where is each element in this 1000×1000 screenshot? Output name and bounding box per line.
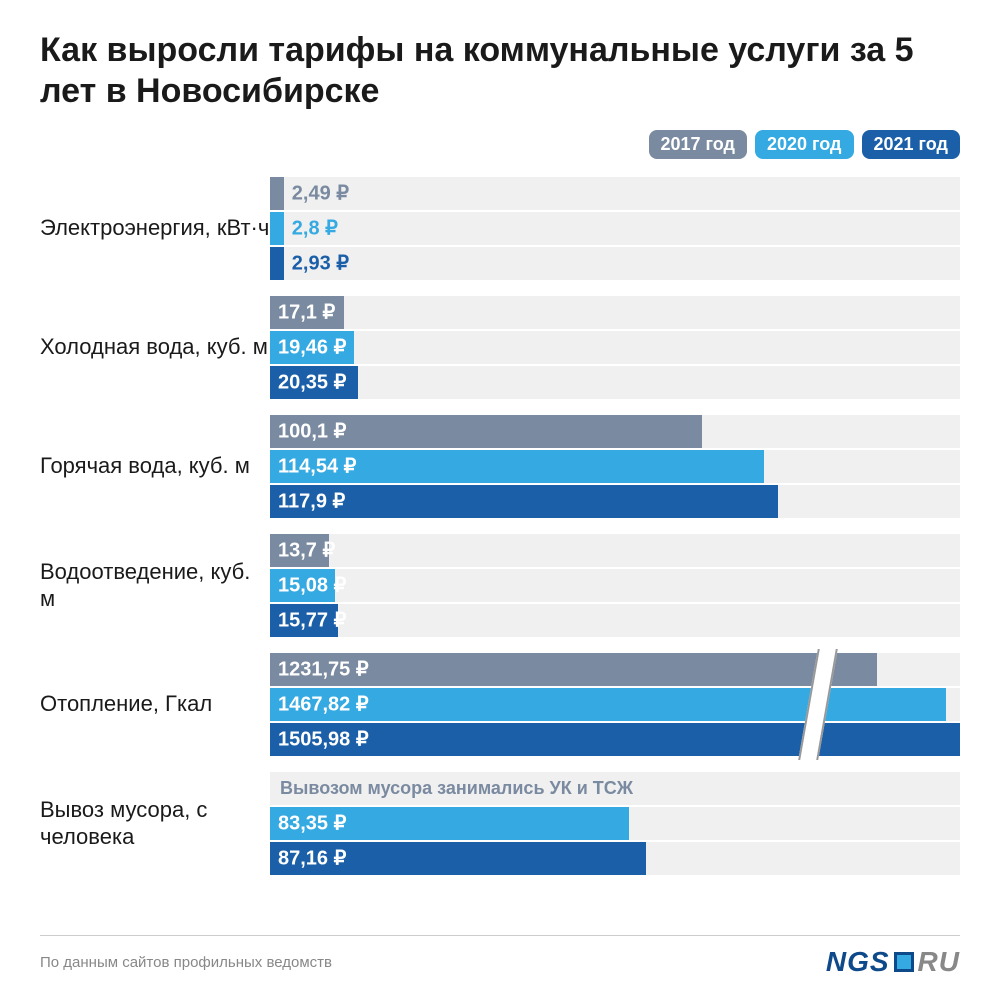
bar: 2,49 ₽: [270, 177, 284, 210]
category-label: Вывоз мусора, с человека: [40, 772, 270, 875]
chart-group: Электроэнергия, кВт·ч2,49 ₽2,8 ₽2,93 ₽: [40, 177, 960, 280]
bar-value: 114,54 ₽: [278, 454, 356, 479]
bar-row: 2,8 ₽: [270, 212, 960, 245]
bar-value: 83,35 ₽: [278, 811, 346, 836]
footer: По данным сайтов профильных ведомств NGS…: [40, 935, 960, 978]
bar-row: 17,1 ₽: [270, 296, 960, 329]
bar-row: 117,9 ₽: [270, 485, 960, 518]
bars-container: 13,7 ₽15,08 ₽15,77 ₽: [270, 534, 960, 637]
logo: NGS RU: [826, 946, 960, 978]
bar-value: 117,9 ₽: [278, 489, 345, 514]
bar-value: 1231,75 ₽: [278, 657, 369, 682]
bar-row: 1467,82 ₽: [270, 688, 960, 721]
bar-value: 15,08 ₽: [278, 573, 346, 598]
bar-value: 13,7 ₽: [278, 538, 335, 563]
bar-row: 2,49 ₽: [270, 177, 960, 210]
bar-note: Вывозом мусора занимались УК и ТСЖ: [270, 778, 633, 799]
bar-row: 100,1 ₽: [270, 415, 960, 448]
bars-container: 2,49 ₽ 2,8 ₽ 2,93 ₽: [270, 177, 960, 280]
chart-title: Как выросли тарифы на коммунальные услуг…: [40, 30, 960, 112]
chart-group: Горячая вода, куб. м 100,1 ₽ 114,54 ₽ 117,9…: [40, 415, 960, 518]
legend-item: 2017 год: [649, 130, 748, 159]
bar: 2,8 ₽: [270, 212, 284, 245]
bar: 87,16 ₽: [270, 842, 646, 875]
bar: 17,1 ₽: [270, 296, 344, 329]
bar-row: 1505,98 ₽: [270, 723, 960, 756]
bar-value: 19,46 ₽: [278, 335, 346, 360]
source-text: По данным сайтов профильных ведомств: [40, 954, 332, 971]
bar-row: 83,35 ₽: [270, 807, 960, 840]
bar-value: 17,1 ₽: [278, 300, 335, 325]
chart-area: Электроэнергия, кВт·ч2,49 ₽2,8 ₽2,93 ₽Хо…: [40, 177, 960, 875]
bar-row: 13,7 ₽: [270, 534, 960, 567]
bar-row: 114,54 ₽: [270, 450, 960, 483]
bar-row: 87,16 ₽: [270, 842, 960, 875]
legend-item: 2021 год: [862, 130, 961, 159]
category-label: Отопление, Гкал: [40, 653, 270, 756]
logo-square-icon: [894, 952, 914, 972]
logo-part1: NGS: [826, 946, 890, 978]
bar-value: 1505,98 ₽: [278, 727, 369, 752]
bar-row: 2,93 ₽: [270, 247, 960, 280]
bar-row: 15,08 ₽: [270, 569, 960, 602]
bar-row: 20,35 ₽: [270, 366, 960, 399]
bars-container: 100,1 ₽ 114,54 ₽ 117,9 ₽: [270, 415, 960, 518]
bar-row: Вывозом мусора занимались УК и ТСЖ: [270, 772, 960, 805]
legend-item: 2020 год: [755, 130, 854, 159]
bar-value: 1467,82 ₽: [278, 692, 369, 717]
bars-container: 1231,75 ₽ 1467,82 ₽ 1505,98 ₽: [270, 653, 960, 756]
bar-value: 15,77 ₽: [278, 608, 346, 633]
bar: 20,35 ₽: [270, 366, 358, 399]
bar-value: 20,35 ₽: [278, 370, 346, 395]
bar: 1231,75 ₽: [270, 653, 877, 686]
chart-group: Отопление, Гкал 1231,75 ₽ 1467,82 ₽ 1505,98…: [40, 653, 960, 756]
logo-part2: RU: [918, 946, 960, 978]
category-label: Электроэнергия, кВт·ч: [40, 177, 270, 280]
bar: 100,1 ₽: [270, 415, 702, 448]
bar-value: 2,8 ₽: [292, 216, 338, 241]
bar-value: 2,93 ₽: [292, 251, 349, 276]
bar: 1505,98 ₽: [270, 723, 960, 756]
chart-group: Холодная вода, куб. м 17,1 ₽ 19,46 ₽ 20,35 …: [40, 296, 960, 399]
category-label: Горячая вода, куб. м: [40, 415, 270, 518]
bar-value: 2,49 ₽: [292, 181, 349, 206]
bar-value: 87,16 ₽: [278, 846, 346, 871]
bars-container: Вывозом мусора занимались УК и ТСЖ 83,35 …: [270, 772, 960, 875]
legend: 2017 год2020 год 2021 год: [40, 130, 960, 159]
bar: 83,35 ₽: [270, 807, 629, 840]
bar: 13,7 ₽: [270, 534, 329, 567]
bar-row: 19,46 ₽: [270, 331, 960, 364]
category-label: Водоотведение, куб. м: [40, 534, 270, 637]
chart-group: Водоотведение, куб. м13,7 ₽15,08 ₽15,77 …: [40, 534, 960, 637]
bar: 2,93 ₽: [270, 247, 284, 280]
bar: 15,77 ₽: [270, 604, 338, 637]
bar: 1467,82 ₽: [270, 688, 946, 721]
bar: 114,54 ₽: [270, 450, 764, 483]
bar: 15,08 ₽: [270, 569, 335, 602]
bar: 117,9 ₽: [270, 485, 778, 518]
chart-group: Вывоз мусора, с человекаВывозом мусора з…: [40, 772, 960, 875]
bar: 19,46 ₽: [270, 331, 354, 364]
bar-row: 1231,75 ₽: [270, 653, 960, 686]
bars-container: 17,1 ₽ 19,46 ₽ 20,35 ₽: [270, 296, 960, 399]
bar-value: 100,1 ₽: [278, 419, 346, 444]
category-label: Холодная вода, куб. м: [40, 296, 270, 399]
bar-row: 15,77 ₽: [270, 604, 960, 637]
